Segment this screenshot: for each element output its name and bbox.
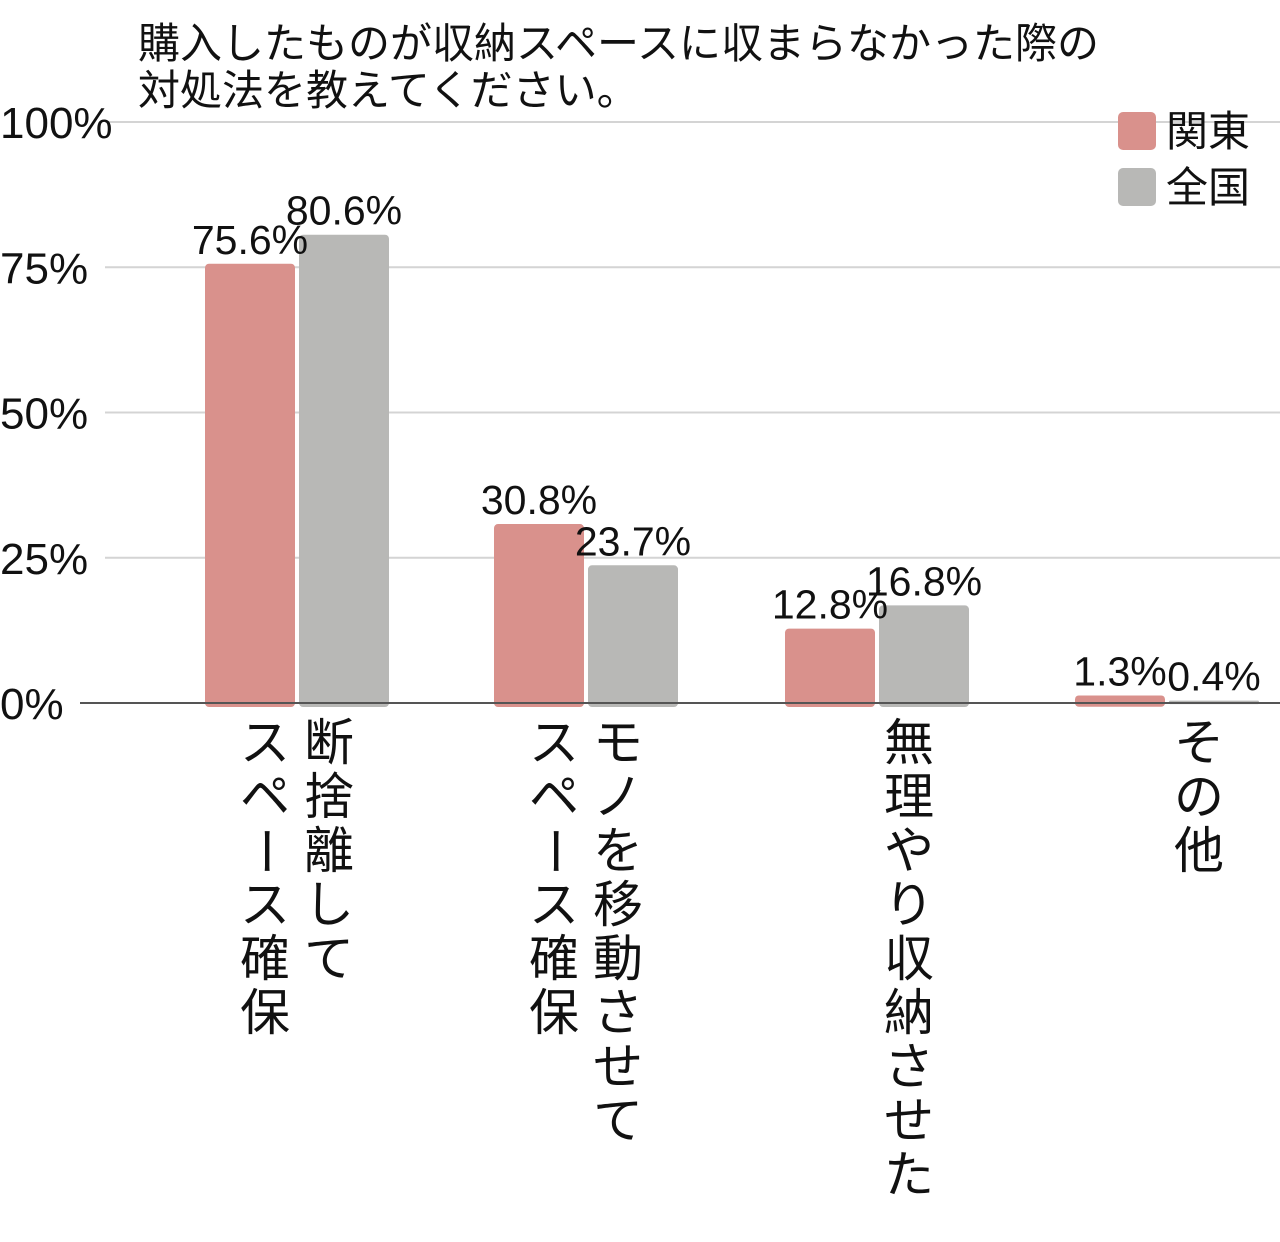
category-label-char: り <box>884 876 934 934</box>
data-label: 30.8% <box>481 477 597 523</box>
bar-kanto-1 <box>494 524 584 707</box>
legend-label: 関東 <box>1166 107 1250 156</box>
data-label: 80.6% <box>286 188 402 234</box>
y-tick-label: 50% <box>0 390 88 439</box>
bar-kanto-2 <box>785 628 875 707</box>
category-label-char: モ <box>593 714 643 772</box>
category-label: その他 <box>1174 714 1224 880</box>
y-axis-ticks: 0% 25% 50% 75% 100% <box>0 99 113 729</box>
category-label-char: し <box>304 876 354 934</box>
bar-kanto-3 <box>1075 695 1165 707</box>
category-label-char: 他 <box>1174 822 1224 880</box>
bar-national-2 <box>879 605 969 707</box>
data-label: 1.3% <box>1073 648 1166 694</box>
category-label-char: ス <box>529 714 579 772</box>
data-label: 75.6% <box>192 217 308 263</box>
category-label-char: さ <box>884 1038 934 1096</box>
bars <box>205 234 1259 708</box>
legend-swatch <box>1118 112 1156 150</box>
data-label: 0.4% <box>1167 654 1260 700</box>
y-tick-label: 75% <box>0 244 88 293</box>
category-label-char: の <box>1174 768 1224 826</box>
data-label: 16.8% <box>866 558 982 604</box>
category-label-char: て <box>304 930 354 988</box>
category-label-char: 収 <box>884 930 934 988</box>
y-tick-label: 0% <box>0 680 64 729</box>
legend-label: 全国 <box>1166 163 1250 212</box>
category-label-char: ペ <box>529 768 579 826</box>
category-label-char: 確 <box>240 930 290 988</box>
y-tick-label: 100% <box>0 99 113 148</box>
category-label-char: 無 <box>884 714 934 772</box>
category-label-char: ペ <box>240 768 290 826</box>
data-labels: 75.6% 30.8% 12.8% 1.3% 80.6% 23.7% 16.8% 0.4% <box>192 188 1261 700</box>
category-label-char: 動 <box>593 930 643 988</box>
category-label-char: や <box>884 822 934 880</box>
category-label-char: そ <box>1174 714 1224 772</box>
category-label-char: 捨 <box>304 768 354 826</box>
category-label-char: 理 <box>884 768 934 826</box>
category-label-char: 移 <box>593 876 643 934</box>
category-label-char: ス <box>240 714 290 772</box>
data-label: 12.8% <box>772 582 888 628</box>
category-label-char: 確 <box>529 930 579 988</box>
category-label-char: ス <box>240 876 290 934</box>
category-label-char: せ <box>884 1092 934 1150</box>
data-label: 23.7% <box>575 518 691 564</box>
category-label-char: ー <box>236 826 294 876</box>
chart-title-line-2: 対処法を教えてください。 <box>138 66 639 115</box>
category-label-char: た <box>884 1146 934 1204</box>
category-label-char: ー <box>525 826 583 876</box>
category-label-char: せ <box>593 1038 643 1096</box>
bar-kanto-0 <box>205 263 295 707</box>
category-label-char: ス <box>529 876 579 934</box>
category-label-char: ノ <box>593 768 643 826</box>
bar-national-0 <box>299 234 389 708</box>
chart-title: 購入したものが収納スペースに収まらなかった際の 対処法を教えてください。 <box>138 19 1099 115</box>
category-label-char: 納 <box>884 984 934 1042</box>
category-label-char: さ <box>593 984 643 1042</box>
category-label-char: 断 <box>304 714 354 772</box>
bar-national-1 <box>588 565 678 707</box>
category-label-char: を <box>593 822 643 880</box>
y-tick-label: 25% <box>0 535 88 584</box>
category-label-char: て <box>593 1092 643 1150</box>
category-label-char: 保 <box>240 984 290 1042</box>
chart-title-line-1: 購入したものが収納スペースに収まらなかった際の <box>138 19 1099 68</box>
category-label-char: 離 <box>304 822 354 880</box>
legend-swatch <box>1118 168 1156 206</box>
category-label-char: 保 <box>529 984 579 1042</box>
